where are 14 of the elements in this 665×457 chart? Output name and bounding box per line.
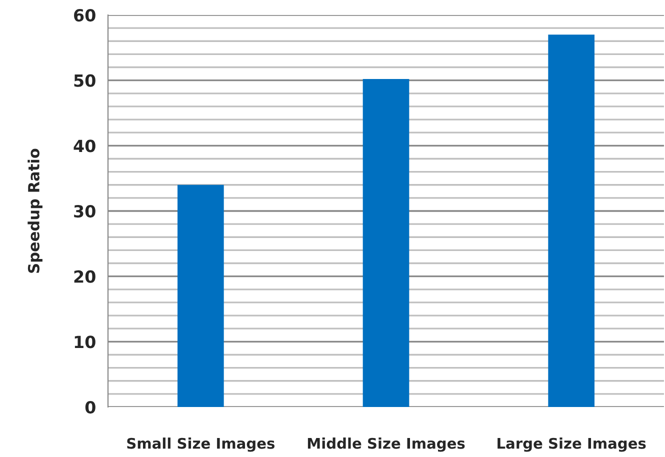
x-tick-label: Large Size Images [498, 438, 646, 452]
y-tick-label: 30 [74, 204, 96, 218]
bar [362, 79, 410, 407]
bar [548, 34, 594, 407]
y-tick-label: 20 [74, 270, 96, 283]
x-tick-label: Middle Size Images [308, 438, 465, 452]
x-tick-label: Small Size Images [127, 438, 274, 452]
y-tick-label: 40 [74, 140, 96, 152]
y-tick-label: 50 [74, 74, 96, 87]
y-axis-title: Speedup Ratio [28, 148, 42, 273]
y-tick-label: 10 [74, 336, 96, 348]
y-tick-label: 60 [74, 8, 96, 22]
y-tick-label: 0 [85, 400, 96, 414]
bar [178, 184, 224, 407]
